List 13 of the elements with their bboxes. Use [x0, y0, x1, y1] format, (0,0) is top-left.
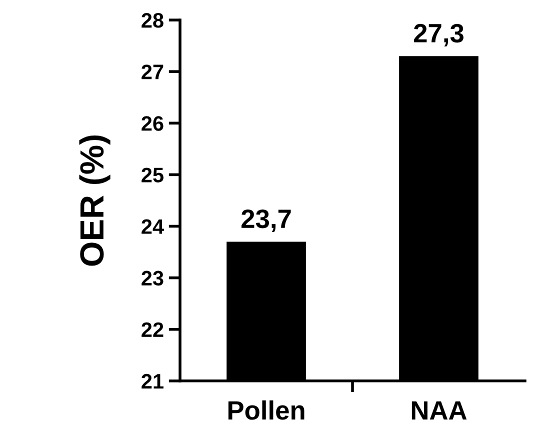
x-tick-label: Pollen	[228, 400, 304, 420]
y-tick-label: 21	[142, 374, 164, 388]
x-tick-label: NAA	[412, 401, 467, 420]
y-tick-label: 25	[142, 168, 164, 182]
y-tick-label: 28	[142, 13, 164, 28]
data-label: 27,3	[414, 24, 464, 46]
y-tick-label: 22	[142, 322, 164, 337]
y-tick-label: 24	[142, 219, 164, 234]
data-label: 23,7	[242, 209, 291, 232]
y-tick-label: 23	[142, 270, 164, 286]
y-axis-title: OER (%)	[79, 135, 110, 266]
y-tick-label: 27	[142, 64, 164, 80]
y-tick-label: 26	[142, 116, 164, 131]
